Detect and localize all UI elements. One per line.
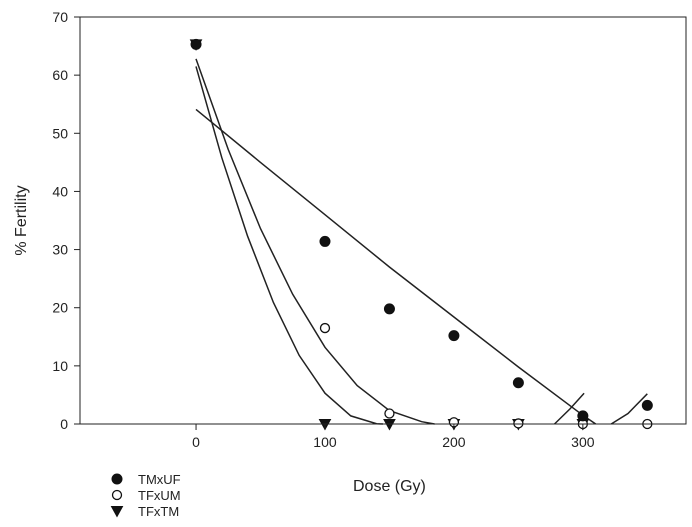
fit-curve-TMxUF — [195, 108, 597, 425]
x-axis-ticks: 0 100 200 300 — [192, 424, 595, 450]
y-tick-label: 0 — [60, 416, 68, 432]
legend-label: TMxUF — [138, 472, 181, 487]
legend-label: TFxUM — [138, 488, 181, 503]
x-axis-title: Dose (Gy) — [353, 478, 426, 495]
x-tick-label: 0 — [192, 434, 200, 450]
data-markers — [189, 38, 653, 431]
data-point-TFxUM — [319, 322, 331, 334]
fit-curve-TFxUM — [195, 58, 435, 425]
y-tick-label: 50 — [52, 125, 68, 141]
x-tick-label: 300 — [571, 434, 595, 450]
y-tick-label: 40 — [52, 183, 68, 199]
data-point-TMxUF — [577, 410, 589, 422]
fit-curve-TFxTM — [195, 66, 384, 425]
legend-marker-TFxUM — [111, 489, 123, 501]
x-tick-label: 100 — [313, 434, 337, 450]
y-axis-ticks: 0 10 20 30 40 50 60 70 — [52, 9, 80, 432]
legend-marker-TMxUF — [111, 473, 123, 485]
x-tick-label: 200 — [442, 434, 466, 450]
data-point-TMxUF — [319, 235, 331, 247]
y-axis-title: % Fertility — [13, 185, 30, 255]
fit-curves — [195, 58, 648, 425]
data-point-TMxUF — [641, 399, 653, 411]
data-point-TMxUF — [190, 38, 202, 50]
y-tick-label: 60 — [52, 67, 68, 83]
data-point-TFxUM — [384, 408, 395, 419]
y-tick-label: 30 — [52, 242, 68, 258]
plot-frame — [79, 16, 687, 425]
fit-curve-TMxUF — [553, 392, 585, 425]
y-tick-label: 10 — [52, 358, 68, 374]
legend-marker-TFxTM — [110, 506, 124, 518]
data-point-TMxUF — [383, 303, 395, 315]
y-tick-label: 20 — [52, 300, 68, 316]
fit-curve-TMxUF — [610, 393, 648, 425]
data-point-TMxUF — [448, 330, 460, 342]
data-point-TFxUM — [513, 418, 524, 429]
y-tick-label: 70 — [52, 9, 68, 25]
legend-label: TFxTM — [138, 504, 179, 519]
data-point-TMxUF — [512, 377, 524, 389]
